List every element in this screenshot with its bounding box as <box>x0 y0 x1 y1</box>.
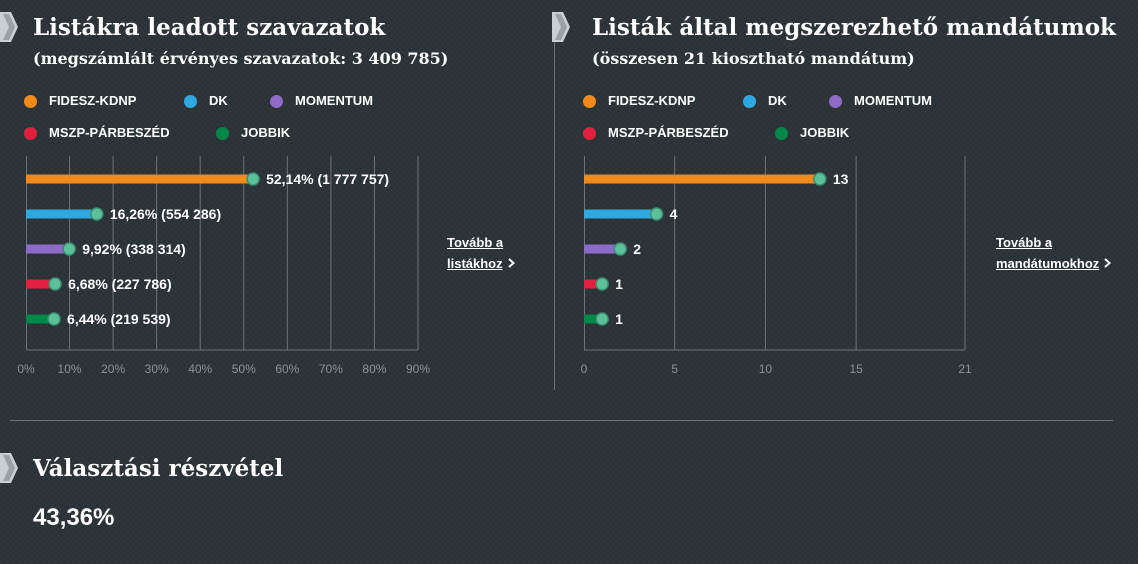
x-tick-label: 15 <box>849 362 863 376</box>
section-flag-icon <box>0 12 18 42</box>
legend-item-momentum: MOMENTUM <box>270 93 373 109</box>
bar-value-label: 2 <box>633 241 641 257</box>
turnout-title: Választási részvétel <box>33 455 284 482</box>
bar-end-dot <box>90 207 104 221</box>
legend-label: JOBBIK <box>241 125 291 140</box>
legend-label: FIDESZ-KDNP <box>608 93 696 108</box>
bar-end-dot <box>649 207 664 221</box>
legend-label: FIDESZ-KDNP <box>49 93 137 108</box>
legend-label: MSZP-PÁRBESZÉD <box>49 125 170 140</box>
chevron-right-icon <box>507 258 515 268</box>
bar <box>26 174 254 184</box>
legend-dot <box>184 94 197 108</box>
turnout-value: 43,36% <box>33 504 115 531</box>
legend-dot <box>583 126 596 140</box>
bar-value-label: 13 <box>833 171 849 187</box>
section-flag-icon <box>0 453 18 483</box>
more-lists-link-line2: listákhoz <box>447 256 503 271</box>
bar-value-label: 6,44% (219 539) <box>67 311 171 327</box>
legend-item-fidesz: FIDESZ-KDNP <box>24 93 136 109</box>
legend-label: MSZP-PÁRBESZÉD <box>608 125 729 140</box>
legend-item-fidesz: FIDESZ-KDNP <box>583 93 695 109</box>
more-mandates-link-line2: mandátumokhoz <box>996 256 1100 271</box>
x-tick-label: 30% <box>145 362 169 376</box>
x-tick-label: 21 <box>958 362 972 376</box>
mandates-panel-title: Listák által megszerezhető mandátumok <box>592 14 1116 41</box>
legend-label: DK <box>768 93 787 108</box>
section-divider <box>10 420 1113 421</box>
chevron-right-icon <box>1104 258 1112 268</box>
bar-value-label: 9,92% (338 314) <box>82 241 186 257</box>
bar <box>26 279 56 289</box>
legend-item-jobbik: JOBBIK <box>775 125 849 141</box>
legend-dot <box>216 126 229 140</box>
legend-dot <box>583 94 596 108</box>
legend-item-jobbik: JOBBIK <box>216 125 290 141</box>
bar <box>584 244 621 254</box>
bar-end-dot <box>48 277 62 291</box>
bar-value-label: 16,26% (554 286) <box>110 206 221 222</box>
legend-dot <box>24 94 37 108</box>
mandates-panel-subtitle: (összesen 21 kiosztható mandátum) <box>592 49 915 68</box>
bar <box>26 244 70 254</box>
bar-end-dot <box>595 312 609 326</box>
more-mandates-link-line1: Tovább a <box>996 235 1053 250</box>
bar <box>584 314 603 324</box>
bar <box>584 174 820 184</box>
x-tick-label: 5 <box>671 362 678 376</box>
bar-value-label: 1 <box>615 311 623 327</box>
legend-item-momentum: MOMENTUM <box>829 93 932 109</box>
x-tick-label: 0% <box>17 362 35 376</box>
legend-label: JOBBIK <box>800 125 850 140</box>
legend-item-dk: DK <box>184 93 228 109</box>
bar-value-label: 4 <box>670 206 678 222</box>
bar-end-dot <box>62 242 76 256</box>
x-tick-label: 90% <box>406 362 430 376</box>
legend-dot <box>775 126 788 140</box>
more-lists-link-line1: Tovább a <box>447 235 504 250</box>
x-tick-label: 20% <box>101 362 125 376</box>
x-tick-label: 80% <box>362 362 386 376</box>
legend-item-mszp: MSZP-PÁRBESZÉD <box>583 125 729 141</box>
bar-value-label: 52,14% (1 777 757) <box>266 171 389 187</box>
votes-bar-chart: 0% 10% 20% 30% 40% 50% 60% 70% 80% 90% 52,14% (1 7… <box>17 156 430 376</box>
legend-item-mszp: MSZP-PÁRBESZÉD <box>24 125 170 141</box>
legend-dot <box>829 94 842 108</box>
bar <box>26 314 55 324</box>
bar <box>26 209 97 219</box>
bar-end-dot <box>595 277 609 291</box>
bar-value-label: 6,68% (227 786) <box>68 276 172 292</box>
x-tick-label: 60% <box>275 362 299 376</box>
x-tick-label: 50% <box>232 362 256 376</box>
bar <box>584 209 657 219</box>
legend-label: MOMENTUM <box>854 93 932 108</box>
more-lists-link[interactable]: Tovább a listákhoz <box>447 232 515 274</box>
x-tick-label: 10% <box>58 362 82 376</box>
bar-end-dot <box>613 242 628 256</box>
bar-end-dot <box>246 172 260 186</box>
bar-value-label: 1 <box>615 276 623 292</box>
bar-end-dot <box>47 312 61 326</box>
x-tick-label: 0 <box>581 362 588 376</box>
bar <box>584 279 603 289</box>
legend-label: MOMENTUM <box>295 93 373 108</box>
more-mandates-link[interactable]: Tovább a mandátumokhoz <box>996 232 1112 274</box>
x-tick-label: 10 <box>759 362 773 376</box>
legend-dot <box>743 94 756 108</box>
bar-end-dot <box>813 172 827 186</box>
legend-dot <box>270 94 283 108</box>
legend-item-dk: DK <box>743 93 787 109</box>
x-tick-label: 40% <box>188 362 212 376</box>
votes-panel-subtitle: (megszámlált érvényes szavazatok: 3 409 … <box>33 49 449 68</box>
votes-panel-title: Listákra leadott szavazatok <box>33 14 386 41</box>
legend-dot <box>24 126 37 140</box>
x-tick-label: 70% <box>319 362 343 376</box>
section-flag-icon <box>552 12 570 42</box>
panel-divider <box>554 18 555 390</box>
legend-label: DK <box>209 93 228 108</box>
